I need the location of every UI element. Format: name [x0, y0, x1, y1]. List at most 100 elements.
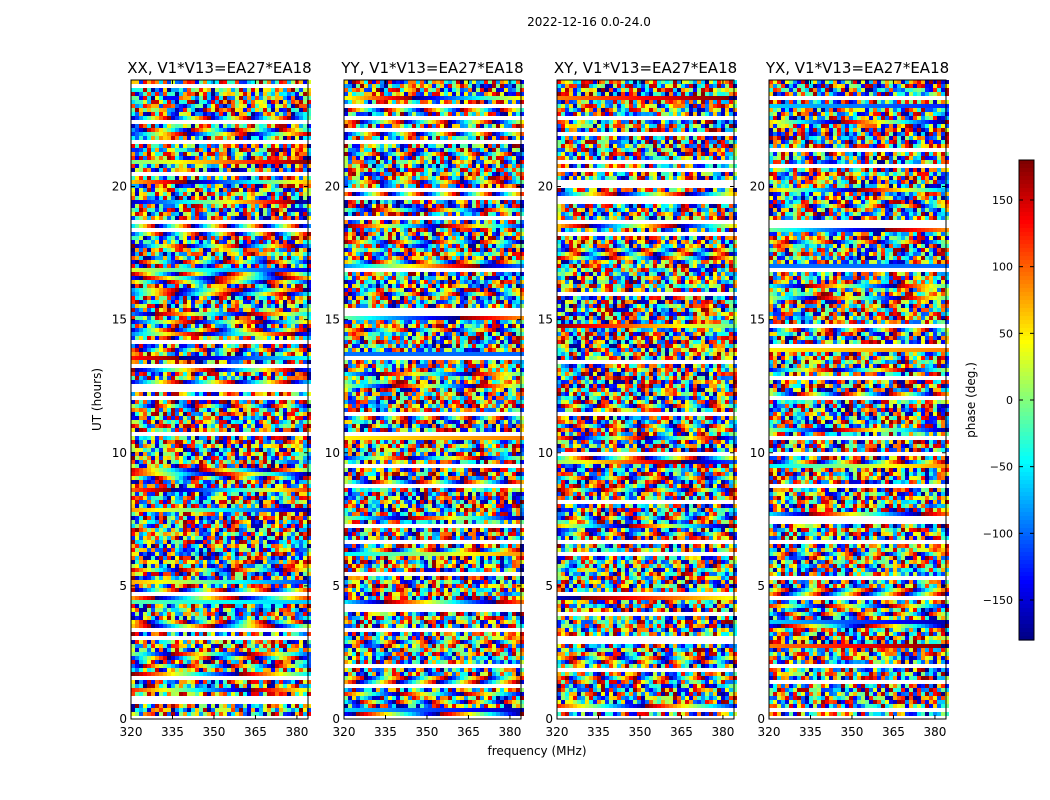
heatmap-cell	[215, 156, 219, 160]
heatmap-cell	[263, 128, 267, 132]
heatmap-cell	[247, 480, 251, 484]
heatmap-cell	[239, 136, 243, 140]
heatmap-cell	[283, 132, 287, 136]
heatmap-cell	[159, 96, 163, 100]
heatmap-cell	[287, 512, 291, 516]
heatmap-cell	[295, 248, 299, 252]
heatmap-cell	[191, 208, 195, 212]
heatmap-cell	[183, 232, 187, 236]
heatmap-cell	[211, 288, 215, 292]
heatmap-cell	[183, 88, 187, 92]
heatmap-cell	[303, 244, 307, 248]
heatmap-cell	[243, 456, 247, 460]
heatmap-cell	[215, 368, 219, 372]
heatmap-cell	[139, 356, 143, 360]
heatmap-cell	[299, 436, 303, 440]
heatmap-cell	[179, 512, 183, 516]
heatmap-cell	[303, 464, 307, 468]
heatmap-cell	[299, 104, 303, 108]
heatmap-cell	[219, 412, 223, 416]
heatmap-cell	[191, 256, 195, 260]
heatmap-cell	[191, 128, 195, 132]
heatmap-cell	[171, 312, 175, 316]
heatmap-cell	[251, 216, 255, 220]
heatmap-cell	[303, 452, 307, 456]
heatmap-cell	[143, 528, 147, 532]
heatmap-cell	[255, 152, 259, 156]
heatmap-cell	[279, 424, 283, 428]
heatmap-cell	[199, 276, 203, 280]
heatmap-cell	[183, 184, 187, 188]
heatmap-cell	[279, 188, 283, 192]
heatmap-cell	[195, 412, 199, 416]
heatmap-cell	[255, 204, 259, 208]
heatmap-cell	[303, 268, 307, 272]
heatmap-cell	[139, 196, 143, 200]
heatmap-cell	[175, 312, 179, 316]
heatmap-cell	[231, 92, 235, 96]
heatmap-cell	[299, 184, 303, 188]
heatmap-cell	[231, 400, 235, 404]
heatmap-cell	[279, 260, 283, 264]
heatmap-cell	[267, 180, 271, 184]
heatmap-cell	[279, 280, 283, 284]
heatmap-cell	[151, 88, 155, 92]
heatmap-cell	[183, 320, 187, 324]
heatmap-cell	[223, 328, 227, 332]
heatmap-cell	[287, 316, 291, 320]
heatmap-cell	[263, 332, 267, 336]
heatmap-cell	[295, 404, 299, 408]
heatmap-cell	[139, 424, 143, 428]
heatmap-cell	[243, 516, 247, 520]
heatmap-cell	[187, 312, 191, 316]
heatmap-cell	[207, 164, 211, 168]
heatmap-cell	[203, 424, 207, 428]
heatmap-cell	[299, 244, 303, 248]
heatmap-cell	[155, 380, 159, 384]
heatmap-cell	[279, 544, 283, 548]
heatmap-cell	[239, 372, 243, 376]
heatmap-cell	[223, 108, 227, 112]
heatmap-cell	[183, 352, 187, 356]
heatmap-cell	[247, 440, 251, 444]
heatmap-cell	[199, 536, 203, 540]
heatmap-cell	[155, 132, 159, 136]
heatmap-cell	[251, 116, 255, 120]
heatmap-cell	[271, 316, 275, 320]
heatmap-cell	[255, 564, 259, 568]
heatmap-cell	[135, 100, 139, 104]
heatmap-cell	[295, 416, 299, 420]
heatmap-cell	[271, 304, 275, 308]
heatmap-cell	[195, 444, 199, 448]
heatmap-cell	[291, 304, 295, 308]
heatmap-cell	[139, 428, 143, 432]
heatmap-cell	[263, 504, 267, 508]
heatmap-cell	[283, 156, 287, 160]
heatmap-cell	[287, 456, 291, 460]
heatmap-cell	[259, 100, 263, 104]
heatmap-cell	[219, 176, 223, 180]
heatmap-cell	[235, 452, 239, 456]
heatmap-cell	[239, 148, 243, 152]
heatmap-cell	[259, 296, 263, 300]
heatmap-cell	[235, 428, 239, 432]
heatmap-cell	[143, 424, 147, 428]
heatmap-cell	[199, 268, 203, 272]
heatmap-cell	[139, 160, 143, 164]
heatmap-cell	[207, 108, 211, 112]
heatmap-cell	[275, 256, 279, 260]
heatmap-cell	[255, 344, 259, 348]
heatmap-cell	[183, 236, 187, 240]
heatmap-cell	[131, 144, 135, 148]
heatmap-cell	[251, 224, 255, 228]
heatmap-cell	[223, 492, 227, 496]
heatmap-cell	[299, 392, 303, 396]
heatmap-cell	[239, 520, 243, 524]
heatmap-cell	[283, 88, 287, 92]
heatmap-cell	[203, 444, 207, 448]
heatmap-cell	[171, 188, 175, 192]
heatmap-cell	[215, 112, 219, 116]
heatmap-cell	[159, 196, 163, 200]
heatmap-cell	[151, 236, 155, 240]
